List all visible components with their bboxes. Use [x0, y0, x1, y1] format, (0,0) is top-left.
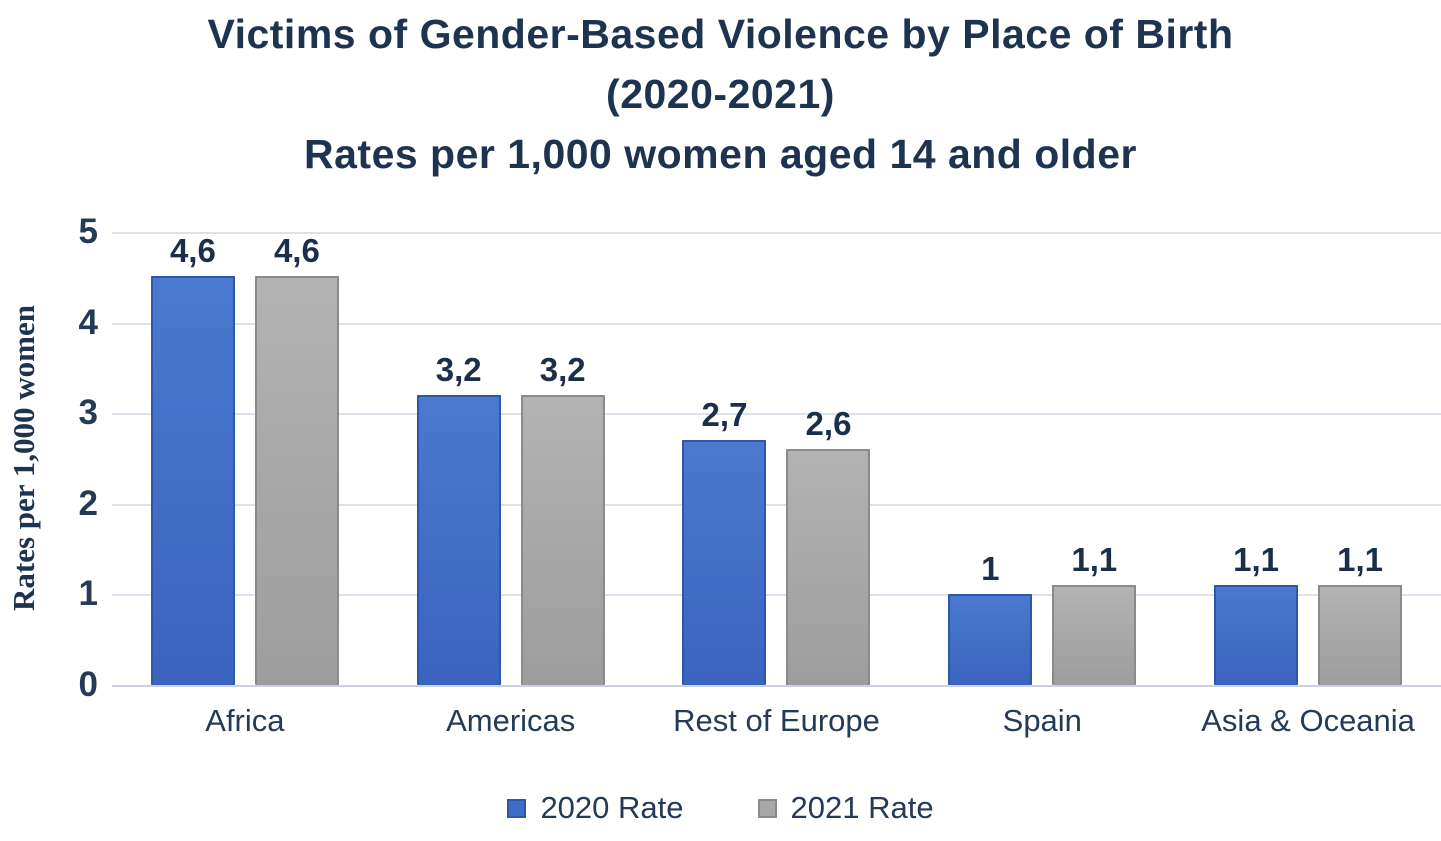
- bar-africa-2020: [150, 276, 235, 685]
- bar-group-asia-oceania: 1,1 1,1: [1175, 232, 1441, 685]
- legend-label-2021: 2021 Rate: [790, 790, 934, 825]
- data-label-americas-2021: 3,2: [539, 351, 586, 389]
- y-tick-0: 0: [78, 665, 98, 704]
- x-label-africa: Africa: [205, 703, 285, 738]
- bar-wrap-rest-of-europe-2020-rate: 2,7: [682, 232, 767, 685]
- bar-wrap-africa-2020-rate: 4,6: [150, 232, 235, 685]
- gridline-3: [112, 413, 1441, 416]
- y-axis-ticks: 5 4 3 2 1 0: [46, 212, 104, 704]
- bar-africa-2021: [254, 276, 339, 685]
- x-label-asia-oceania: Asia & Oceania: [1201, 703, 1415, 738]
- gridline-2: [112, 503, 1441, 506]
- y-tick-5: 5: [78, 212, 98, 251]
- legend-item-2021: 2021 Rate: [757, 790, 934, 826]
- bar-group-africa: 4,6 4,6: [112, 232, 378, 685]
- data-label-spain-2020: 1: [981, 550, 1000, 588]
- data-label-rest-of-europe-2021: 2,6: [805, 405, 852, 443]
- data-label-africa-2020: 4,6: [169, 232, 216, 269]
- data-label-spain-2021: 1,1: [1071, 541, 1118, 579]
- data-label-asia-oceania-2020: 1,1: [1233, 541, 1280, 579]
- bar-spain-2020: [948, 594, 1033, 685]
- chart-title-line-2: (2020-2021): [606, 71, 835, 117]
- bar-wrap-rest-of-europe-2021-rate: 2,6: [786, 232, 871, 685]
- gridline-5: [112, 232, 1441, 234]
- x-label-rest-of-europe: Rest of Europe: [673, 703, 880, 738]
- x-label-spain: Spain: [1002, 703, 1082, 738]
- gridline-4: [112, 322, 1441, 325]
- bar-wrap-spain-2020-rate: 1: [948, 232, 1033, 685]
- x-axis-labels: Africa Americas Rest of Europe Spain Asi…: [112, 703, 1441, 739]
- x-label-americas: Americas: [446, 703, 576, 738]
- y-tick-1: 1: [78, 574, 98, 614]
- legend-item-2020: 2020 Rate: [507, 790, 684, 826]
- bar-asia-oceania-2020: [1214, 585, 1299, 685]
- y-axis-title: Rates per 1,000 women: [6, 305, 41, 612]
- y-tick-4: 4: [78, 302, 98, 342]
- bar-americas-2021: [520, 395, 605, 685]
- data-label-asia-oceania-2021: 1,1: [1337, 541, 1384, 579]
- bar-wrap-americas-2020-rate: 3,2: [416, 232, 501, 685]
- bar-wrap-americas-2021-rate: 3,2: [520, 232, 605, 685]
- bar-asia-oceania-2021: [1318, 585, 1403, 685]
- legend-swatch-2021: [757, 798, 777, 818]
- x-axis-line: [112, 685, 1441, 687]
- chart-title-line-3: Rates per 1,000 women aged 14 and older: [304, 131, 1137, 177]
- legend-swatch-2020: [507, 798, 527, 818]
- bar-group-rest-of-europe: 2,7 2,6: [644, 232, 910, 685]
- bar-spain-2021: [1052, 585, 1137, 685]
- gridline-1: [112, 594, 1441, 597]
- data-label-africa-2021: 4,6: [273, 232, 320, 269]
- legend: 2020 Rate 2021 Rate: [0, 790, 1441, 826]
- bar-group-spain: 1 1,1: [909, 232, 1175, 685]
- bar-wrap-asia-oceania-2020-rate: 1,1: [1214, 232, 1299, 685]
- bar-rest-of-europe-2020: [682, 440, 767, 685]
- plot-area: 4,6 4,6 3,2 3,2 2,7 2,6 1 1,1 1,1 1,1: [112, 232, 1441, 687]
- chart-title: Victims of Gender-Based Violence by Plac…: [0, 4, 1441, 184]
- y-tick-2: 2: [78, 483, 98, 523]
- bar-rest-of-europe-2021: [786, 449, 871, 685]
- bar-wrap-asia-oceania-2021-rate: 1,1: [1318, 232, 1403, 685]
- bar-wrap-africa-2021-rate: 4,6: [254, 232, 339, 685]
- data-label-americas-2020: 3,2: [435, 351, 482, 389]
- data-label-rest-of-europe-2020: 2,7: [701, 396, 748, 434]
- y-tick-3: 3: [78, 393, 98, 433]
- bar-group-americas: 3,2 3,2: [378, 232, 644, 685]
- legend-label-2020: 2020 Rate: [540, 790, 684, 825]
- chart-title-line-1: Victims of Gender-Based Violence by Plac…: [207, 11, 1234, 57]
- bar-americas-2020: [416, 395, 501, 685]
- bar-groups: 4,6 4,6 3,2 3,2 2,7 2,6 1 1,1 1,1 1,1: [112, 232, 1441, 685]
- bar-wrap-spain-2021-rate: 1,1: [1052, 232, 1137, 685]
